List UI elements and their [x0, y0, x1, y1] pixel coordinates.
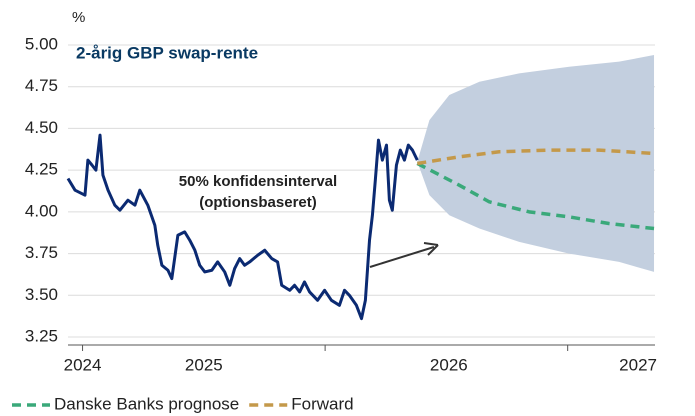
series-line — [66, 133, 419, 321]
x-tick-label: 2026 — [430, 355, 468, 374]
legend-label: Forward — [291, 394, 353, 413]
series-line — [417, 148, 655, 166]
y-tick-label: 4.00 — [25, 201, 58, 220]
y-tick-label: 5.00 — [25, 34, 58, 53]
y-tick-label: 4.50 — [25, 118, 58, 137]
confidence-band — [417, 55, 655, 272]
y-tick-label: 3.75 — [25, 243, 58, 262]
y-tick-label: 3.50 — [25, 285, 58, 304]
annotation-arrow — [369, 246, 435, 268]
series-line — [416, 161, 655, 231]
y-unit: % — [72, 9, 85, 26]
annotation: (optionsbaseret) — [199, 194, 317, 211]
chart-title: 2-årig GBP swap-rente — [76, 43, 258, 62]
x-tick-label: 2025 — [185, 355, 223, 374]
y-tick-label: 4.75 — [25, 76, 58, 95]
y-tick-label: 3.25 — [25, 326, 58, 345]
x-tick-label: 2027 — [619, 355, 657, 374]
legend-label: Danske Banks prognose — [54, 394, 239, 413]
y-tick-label: 4.25 — [25, 160, 58, 179]
x-tick-label: 2024 — [64, 355, 102, 374]
arrow-head — [423, 242, 439, 256]
annotation: 50% konfidensinterval — [179, 173, 337, 190]
